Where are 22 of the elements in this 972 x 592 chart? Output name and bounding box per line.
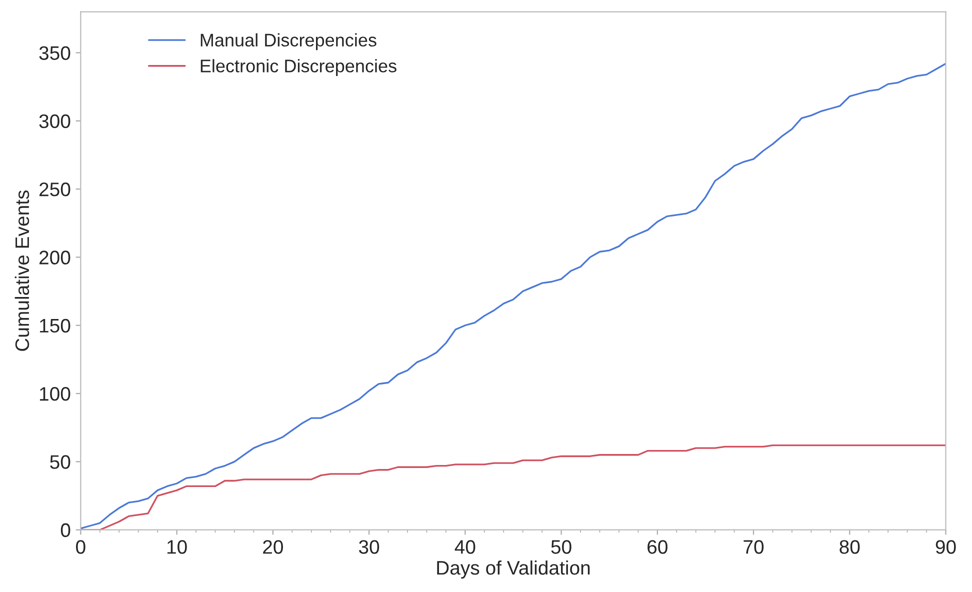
x-tick-label: 70 xyxy=(744,540,764,554)
legend-label: Manual Discrepencies xyxy=(200,33,376,50)
x-tick-label: 0 xyxy=(76,540,86,554)
y-tick-label: 150 xyxy=(40,318,70,333)
x-axis-title: Days of Validation xyxy=(437,560,590,579)
legend-label: Electronic Discrepencies xyxy=(200,59,396,76)
y-tick-label: 100 xyxy=(40,386,70,401)
x-tick-label: 30 xyxy=(358,540,380,554)
x-tick-label: 60 xyxy=(648,540,668,554)
y-tick-label: 250 xyxy=(39,182,70,196)
x-tick-label: 80 xyxy=(840,540,860,554)
x-tick-label: 40 xyxy=(454,540,476,554)
y-axis-title: Cumulative Events xyxy=(14,190,30,351)
y-tick-label: 0 xyxy=(60,523,70,538)
x-tick-label: 90 xyxy=(936,540,956,554)
y-tick-label: 200 xyxy=(39,250,70,264)
x-tick-label: 20 xyxy=(263,540,283,554)
x-tick-label: 10 xyxy=(167,540,187,554)
y-tick-label: 350 xyxy=(39,46,70,60)
y-tick-label: 50 xyxy=(50,455,70,469)
y-tick-label: 300 xyxy=(39,114,70,128)
x-tick-label: 50 xyxy=(551,540,572,554)
